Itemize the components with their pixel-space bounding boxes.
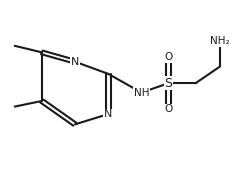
Text: O: O bbox=[164, 52, 173, 62]
Text: NH: NH bbox=[134, 88, 149, 98]
Text: S: S bbox=[165, 77, 172, 90]
Text: N: N bbox=[104, 109, 112, 119]
Text: N: N bbox=[71, 57, 79, 67]
Text: O: O bbox=[164, 104, 173, 114]
Text: NH₂: NH₂ bbox=[210, 36, 230, 46]
